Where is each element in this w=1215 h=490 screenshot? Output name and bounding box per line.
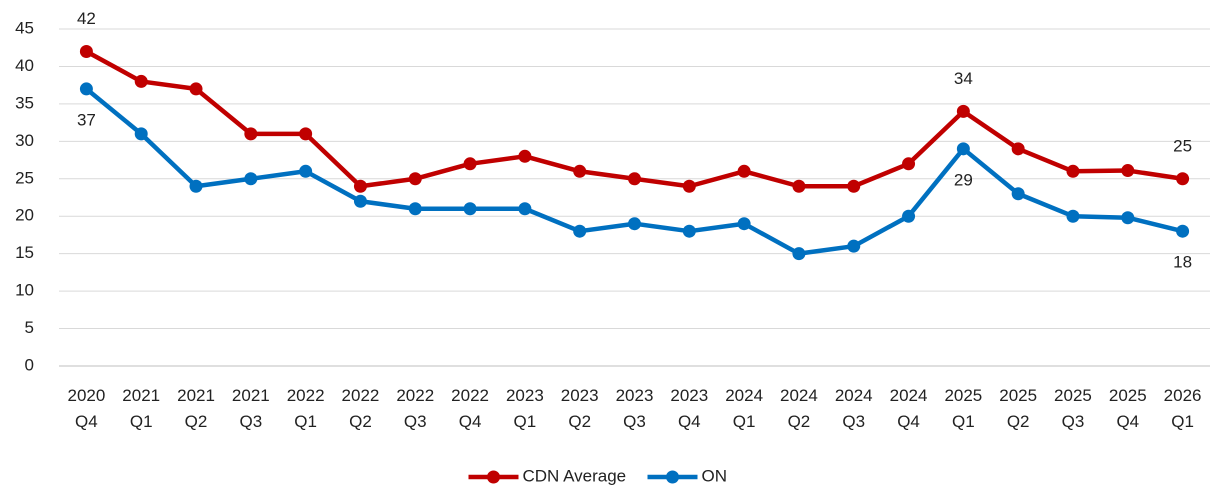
data-label: 34: [954, 69, 973, 88]
data-point: [737, 217, 751, 231]
x-tick-label: 2023 Q3: [616, 386, 654, 431]
data-point: [792, 247, 806, 261]
legend-marker: [487, 470, 500, 484]
data-label: 37: [77, 110, 96, 129]
x-tick-label: 2023 Q2: [561, 386, 599, 431]
x-tick-label: 2022 Q3: [396, 386, 434, 431]
y-tick-label: 10: [15, 281, 34, 300]
x-tick-label: 2022 Q1: [287, 386, 325, 431]
data-point: [682, 224, 696, 238]
y-tick-label: 30: [15, 131, 34, 150]
x-tick-label: 2024 Q2: [780, 386, 818, 431]
data-point: [189, 82, 203, 96]
data-point: [956, 104, 970, 118]
x-tick-label: 2020 Q4: [67, 386, 105, 431]
data-point: [1011, 187, 1025, 201]
y-tick-label: 25: [15, 168, 34, 187]
data-point: [244, 127, 258, 141]
data-point: [134, 74, 148, 88]
y-tick-label: 0: [25, 355, 34, 374]
data-point: [628, 217, 641, 231]
x-tick-label: 2022 Q4: [451, 386, 489, 431]
data-label: 18: [1173, 253, 1192, 272]
data-point: [518, 149, 532, 163]
data-point: [628, 172, 641, 186]
data-point: [847, 179, 861, 193]
data-point: [573, 224, 587, 238]
x-tick-label: 2022 Q2: [342, 386, 380, 431]
data-point: [353, 194, 367, 208]
x-tick-label: 2023 Q1: [506, 386, 544, 431]
x-tick-label: 2021 Q2: [177, 386, 215, 431]
data-point: [682, 179, 696, 193]
x-tick-label: 2025 Q4: [1109, 386, 1147, 431]
data-point: [518, 202, 532, 216]
x-tick-label: 2024 Q3: [835, 386, 873, 431]
x-tick-label: 2023 Q4: [670, 386, 708, 431]
data-point: [1121, 211, 1135, 225]
data-label: 25: [1173, 136, 1192, 155]
y-tick-label: 35: [15, 93, 34, 112]
data-point: [79, 82, 93, 96]
data-point: [573, 164, 587, 178]
data-point: [1066, 209, 1080, 223]
x-tick-label: 2021 Q3: [232, 386, 270, 431]
legend-marker: [666, 470, 679, 484]
x-tick-label: 2021 Q1: [122, 386, 160, 431]
data-point: [134, 127, 148, 141]
data-point: [79, 44, 93, 58]
data-point: [1176, 224, 1190, 238]
data-point: [956, 142, 970, 156]
data-point: [1176, 172, 1190, 186]
data-point: [902, 209, 916, 223]
data-point: [792, 179, 806, 193]
data-point: [408, 202, 422, 216]
x-tick-label: 2025 Q1: [944, 386, 982, 431]
data-point: [1121, 164, 1135, 178]
data-point: [463, 202, 477, 216]
data-point: [1066, 164, 1080, 178]
legend-label: CDN Average: [523, 466, 627, 485]
y-tick-label: 45: [15, 18, 34, 37]
data-point: [244, 172, 258, 186]
data-label: 29: [954, 170, 973, 189]
series-line: [85, 49, 1183, 189]
x-tick-label: 2025 Q3: [1054, 386, 1092, 431]
data-point: [353, 179, 367, 193]
data-label: 42: [77, 9, 96, 28]
data-point: [189, 179, 203, 193]
y-tick-label: 40: [15, 56, 34, 75]
x-tick-label: 2026 Q1: [1164, 386, 1202, 431]
data-point: [299, 164, 313, 178]
x-tick-label: 2024 Q4: [890, 386, 928, 431]
data-point: [1011, 142, 1025, 156]
data-point: [902, 157, 916, 171]
data-point: [408, 172, 422, 186]
data-point: [737, 164, 751, 178]
data-point: [463, 157, 477, 171]
y-tick-label: 15: [15, 243, 34, 262]
data-point: [847, 239, 861, 253]
x-tick-label: 2024 Q1: [725, 386, 763, 431]
y-tick-label: 20: [15, 206, 34, 225]
x-tick-label: 2025 Q2: [999, 386, 1037, 431]
data-point: [299, 127, 313, 141]
legend-label: ON: [702, 466, 728, 485]
y-tick-label: 5: [25, 318, 34, 337]
